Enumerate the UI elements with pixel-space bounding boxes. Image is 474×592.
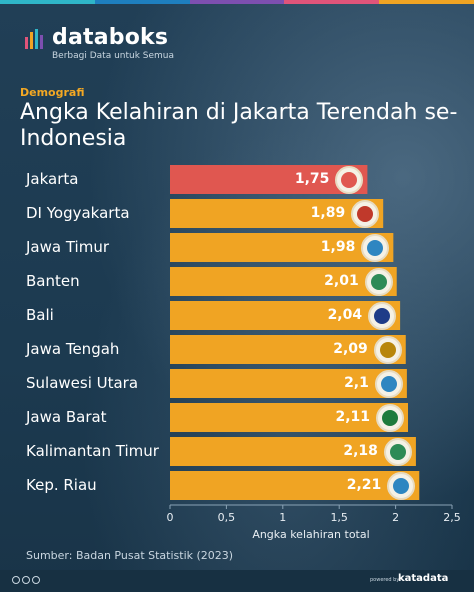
value-label: 2,11: [335, 409, 370, 425]
kep-riau-seal-icon: [387, 471, 416, 500]
value-label: 2,18: [343, 443, 378, 459]
value-label: 2,21: [346, 477, 382, 493]
katadata-logo: katadata: [398, 573, 449, 584]
category-label: Banten: [26, 272, 80, 290]
category-label: Jawa Timur: [26, 238, 109, 256]
chart-title: Angka Kelahiran di Jakarta Terendah se-I…: [20, 100, 458, 151]
bar: [170, 199, 384, 228]
by-icon: [22, 576, 30, 584]
jakarta-seal-icon: [335, 165, 364, 194]
x-axis-label: Angka kelahiran total: [252, 528, 370, 541]
bar: [170, 403, 409, 432]
seal-emblem: [367, 239, 384, 256]
jawa-tengah-seal-icon: [373, 335, 402, 364]
databoks-logo: databoks Berbagi Data untuk Semua: [24, 26, 174, 61]
x-tick-label: 2: [392, 511, 400, 524]
category-label: Kep. Riau: [26, 476, 97, 494]
category-label: Kalimantan Timur: [26, 442, 159, 460]
seal-emblem: [357, 205, 374, 222]
value-label: 1,75: [294, 171, 330, 187]
strip-segment: [189, 0, 285, 4]
category-label: DI Yogyakarta: [26, 204, 130, 222]
category-label: Demografi: [20, 86, 85, 99]
value-label: 2,01: [324, 273, 359, 289]
cc-icon: [12, 576, 20, 584]
seal-emblem: [380, 375, 397, 392]
x-tick-label: 0: [166, 511, 174, 524]
category-label: Sulawesi Utara: [26, 374, 139, 392]
seal-emblem: [341, 171, 358, 188]
category-label: Jakarta: [26, 170, 79, 188]
bar: [170, 437, 416, 466]
value-label: 1,89: [310, 205, 346, 221]
bar: [170, 471, 420, 500]
footer-bar: [0, 570, 474, 592]
value-label: 2,04: [327, 307, 363, 323]
value-label: 1,98: [320, 239, 356, 255]
brand-name: databoks: [52, 25, 169, 50]
value-label: 2,1: [344, 375, 369, 391]
bar: [170, 267, 397, 296]
bar: [170, 335, 406, 364]
kalimantan-timur-seal-icon: [383, 437, 412, 466]
x-tick-label: 2,5: [443, 511, 461, 524]
brand-tagline: Berbagi Data untuk Semua: [52, 51, 175, 61]
top-color-strip: [0, 0, 474, 4]
strip-segment: [0, 0, 95, 4]
source-note: Sumber: Badan Pusat Statistik (2023): [26, 549, 234, 562]
strip-segment: [379, 0, 474, 4]
nd-icon: [32, 576, 40, 584]
bar: [170, 233, 394, 262]
category-label: Jawa Tengah: [26, 340, 120, 358]
banten-seal-icon: [364, 267, 393, 296]
category-label: Jawa Barat: [26, 408, 107, 426]
bali-seal-icon: [368, 301, 397, 330]
bar: [170, 165, 368, 194]
strip-segment: [284, 0, 380, 4]
x-tick-label: 1: [279, 511, 287, 524]
strip-segment: [94, 0, 190, 4]
license-icons: [12, 576, 40, 584]
seal-emblem: [389, 443, 406, 460]
sulawesi-utara-seal-icon: [374, 369, 403, 398]
seal-emblem: [370, 273, 387, 290]
jawa-timur-seal-icon: [361, 233, 390, 262]
seal-emblem: [379, 341, 396, 358]
jawa-barat-seal-icon: [376, 403, 404, 432]
seal-emblem: [374, 307, 391, 324]
bar-chart-logo-icon: [25, 29, 43, 49]
powered-by-text: powered by: [370, 577, 400, 583]
category-label: Bali: [26, 306, 54, 324]
seal-emblem: [382, 409, 398, 426]
value-label: 2,09: [333, 341, 368, 357]
bar: [170, 369, 407, 398]
seal-emblem: [393, 477, 410, 494]
bar: [170, 301, 401, 330]
yogyakarta-seal-icon: [351, 199, 380, 228]
x-tick-label: 0,5: [217, 511, 236, 524]
x-tick-label: 1,5: [330, 511, 348, 524]
